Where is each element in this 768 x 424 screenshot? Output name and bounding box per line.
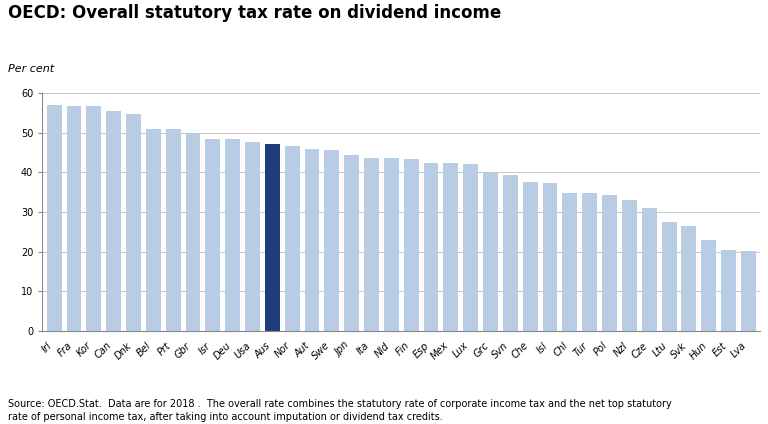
Bar	[265, 144, 280, 331]
Bar	[721, 251, 736, 331]
Bar	[562, 192, 578, 331]
Bar	[285, 145, 300, 331]
Bar	[424, 162, 439, 331]
Bar	[701, 240, 717, 331]
Bar	[602, 195, 617, 331]
Bar	[483, 173, 498, 331]
Bar	[384, 158, 399, 331]
Bar	[245, 142, 260, 331]
Bar	[344, 156, 359, 331]
Bar	[146, 129, 161, 331]
Bar	[463, 164, 478, 331]
Bar	[305, 149, 319, 331]
Bar	[186, 133, 200, 331]
Bar	[364, 158, 379, 331]
Bar	[741, 251, 756, 331]
Bar	[47, 105, 61, 331]
Bar	[225, 139, 240, 331]
Text: OECD: Overall statutory tax rate on dividend income: OECD: Overall statutory tax rate on divi…	[8, 4, 501, 22]
Bar	[205, 139, 220, 331]
Bar	[642, 209, 657, 331]
Bar	[166, 129, 180, 331]
Bar	[662, 222, 677, 331]
Bar	[503, 175, 518, 331]
Bar	[543, 183, 558, 331]
Text: Per cent: Per cent	[8, 64, 54, 74]
Bar	[443, 163, 458, 331]
Bar	[523, 181, 538, 331]
Bar	[681, 226, 697, 331]
Bar	[582, 193, 598, 331]
Bar	[404, 159, 419, 331]
Bar	[126, 114, 141, 331]
Bar	[324, 150, 339, 331]
Bar	[86, 106, 101, 331]
Bar	[622, 200, 637, 331]
Bar	[67, 106, 81, 331]
Bar	[106, 111, 121, 331]
Text: Source: OECD.Stat.  Data are for 2018 .  The overall rate combines the statutory: Source: OECD.Stat. Data are for 2018 . T…	[8, 399, 671, 422]
